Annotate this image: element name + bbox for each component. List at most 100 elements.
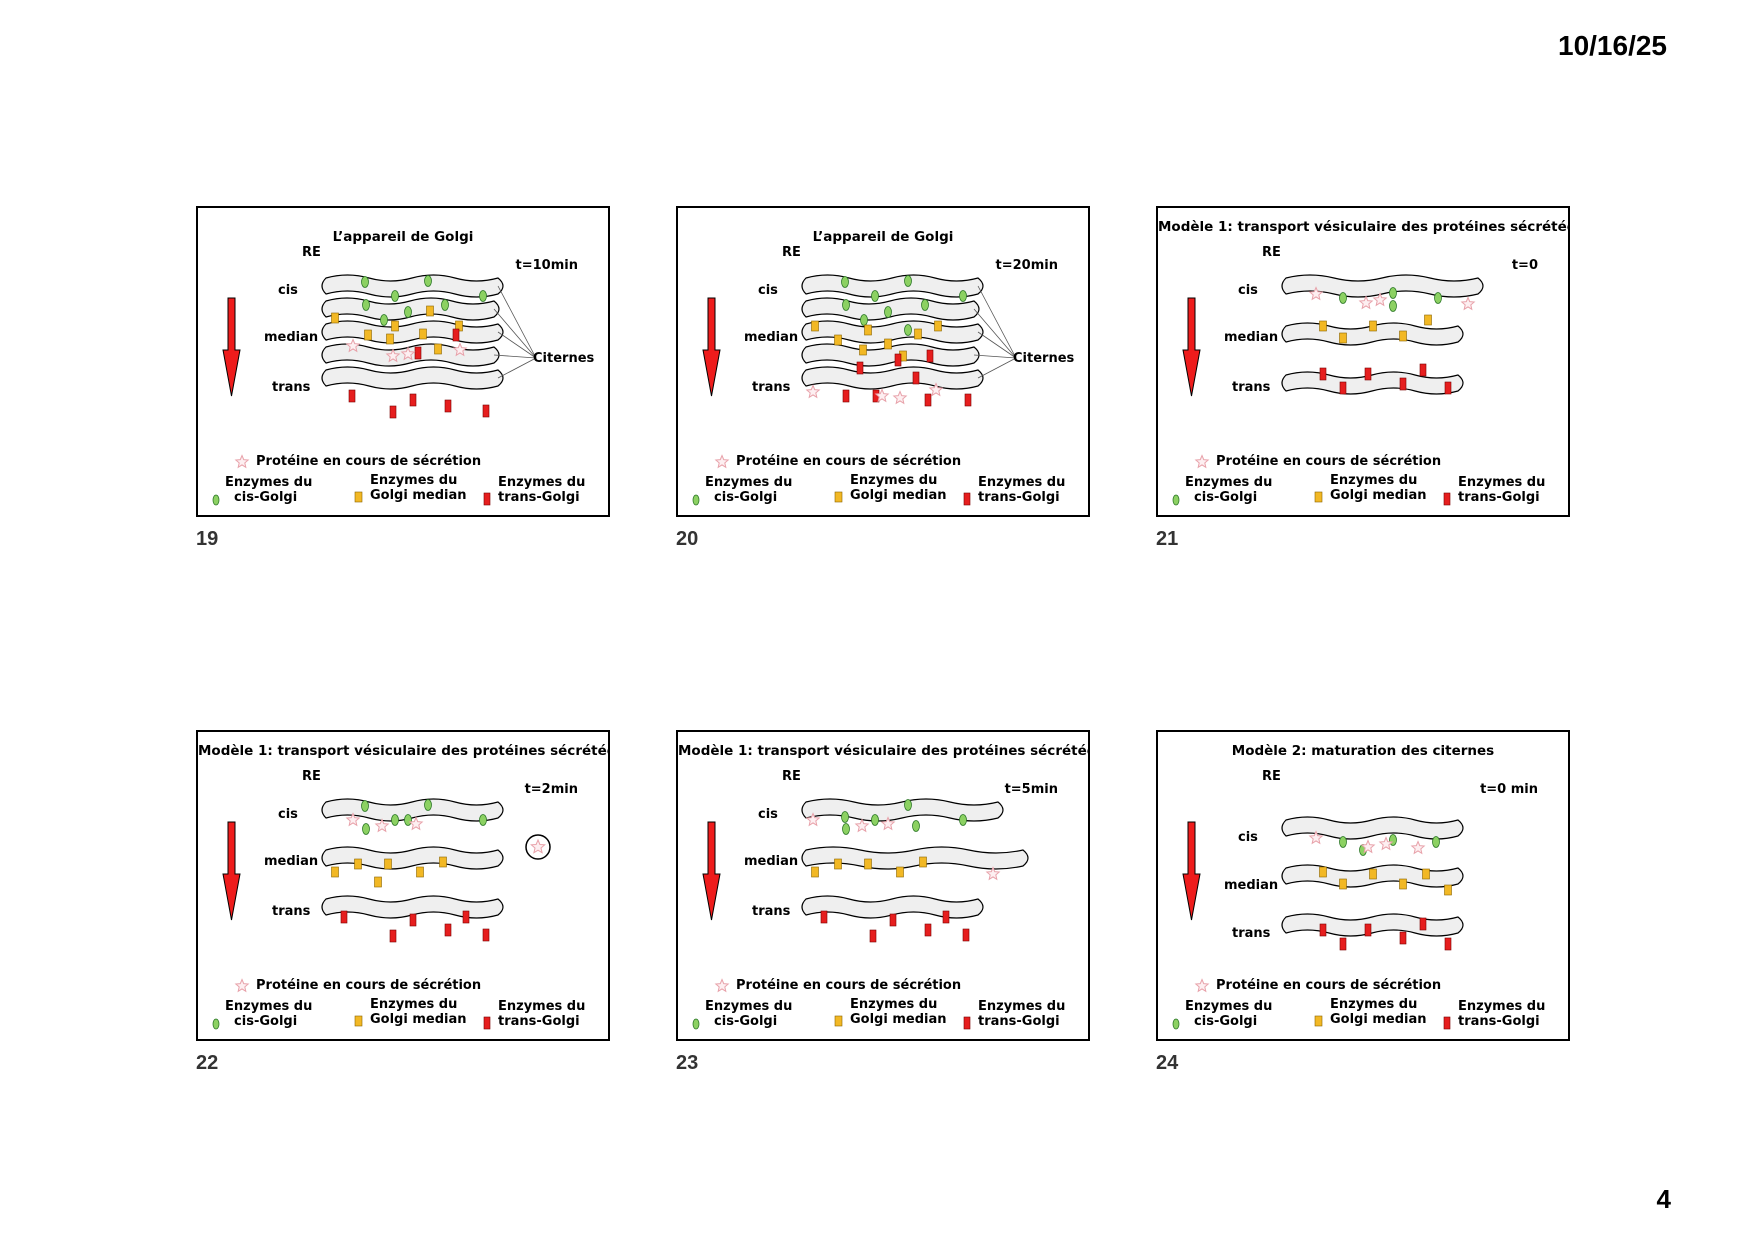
secretion-protein-star [345, 812, 361, 827]
page-date: 10/16/25 [1558, 30, 1667, 61]
median-enzyme-marker [811, 866, 819, 878]
trans-enzyme-marker [444, 923, 452, 937]
re-label: RE [1262, 245, 1281, 260]
citernes-pointer-line [497, 357, 537, 379]
cis-enzyme-marker [904, 324, 912, 336]
trans-enzyme-marker [452, 328, 460, 342]
legend-median-icon [1314, 1015, 1323, 1027]
legend-trans-text: Enzymes du trans-Golgi [1458, 475, 1546, 505]
slide-20: L’appareil de Golgi RE t=20min cis median tra… [676, 206, 1090, 517]
median-enzyme-marker [391, 320, 399, 332]
median-enzyme-marker [864, 324, 872, 336]
trans-enzyme-marker [912, 371, 920, 385]
cis-enzyme-marker [380, 314, 388, 326]
median-label: median [744, 854, 799, 869]
legend-median-text: Enzymes du Golgi median [850, 473, 947, 503]
golgi-diagram [692, 798, 1029, 1030]
legend-star-icon [1194, 454, 1210, 469]
cis-enzyme-marker [841, 276, 849, 288]
trans-label: trans [1232, 926, 1271, 941]
median-enzyme-marker [1399, 878, 1407, 890]
cis-enzyme-marker [1339, 292, 1347, 304]
secretion-protein-star [1360, 839, 1376, 854]
cisterna [321, 366, 504, 390]
time-label: t=20min [995, 258, 1058, 273]
legend-median-icon [1314, 491, 1323, 503]
trans-enzyme-marker [1364, 923, 1372, 937]
secretion-protein-star [985, 866, 1001, 881]
median-enzyme-marker [834, 858, 842, 870]
trans-enzyme-marker [340, 910, 348, 924]
direction-arrow [1182, 297, 1201, 397]
trans-enzyme-marker [1319, 923, 1327, 937]
trans-label: trans [752, 904, 791, 919]
legend-star-text: Protéine en cours de sécrétion [256, 454, 482, 469]
trans-enzyme-marker [348, 389, 356, 403]
re-label: RE [1262, 769, 1281, 784]
slide-title: Modèle 1: transport vésiculaire des prot… [198, 743, 610, 759]
cis-enzyme-marker [1389, 287, 1397, 299]
slide-number: 20 [676, 528, 699, 550]
cis-enzyme-marker [391, 290, 399, 302]
legend-median-text: Enzymes du Golgi median [370, 473, 467, 503]
cisterna [801, 274, 984, 298]
median-enzyme-marker [1424, 314, 1432, 326]
median-enzyme-marker [426, 305, 434, 317]
legend-cis-text: Enzymes du cis-Golgi [1185, 475, 1273, 505]
trans-enzyme-marker [1399, 377, 1407, 391]
trans-enzyme-marker [1444, 937, 1452, 951]
median-enzyme-marker [859, 344, 867, 356]
trans-enzyme-marker [482, 928, 490, 942]
cisterna [321, 274, 504, 298]
trans-enzyme-marker [409, 393, 417, 407]
trans-enzyme-marker [924, 393, 932, 407]
trans-enzyme-marker [842, 389, 850, 403]
time-label: t=0 [1511, 258, 1538, 273]
median-enzyme-marker [331, 312, 339, 324]
legend-trans-text: Enzymes du trans-Golgi [498, 475, 586, 505]
trans-enzyme-marker [869, 929, 877, 943]
trans-enzyme-marker [1419, 917, 1427, 931]
legend-star-icon [1194, 978, 1210, 993]
citernes-pointer-line [973, 308, 1017, 359]
median-enzyme-marker [434, 343, 442, 355]
cisterna [1281, 913, 1464, 937]
median-label: median [1224, 878, 1279, 893]
cis-label: cis [758, 283, 778, 298]
median-enzyme-marker [364, 329, 372, 341]
slide-23: Modèle 1: transport vésiculaire des prot… [676, 730, 1090, 1041]
legend-trans-icon [483, 492, 491, 506]
median-enzyme-marker [1369, 868, 1377, 880]
legend-cis-icon [692, 494, 700, 506]
cis-enzyme-marker [1389, 300, 1397, 312]
secretion-protein-star [1308, 830, 1324, 845]
trans-enzyme-marker [409, 913, 417, 927]
cis-enzyme-marker [404, 306, 412, 318]
golgi-diagram [1172, 274, 1484, 506]
citernes-label: Citernes [1013, 351, 1075, 366]
legend-cis-icon [1172, 1018, 1180, 1030]
cis-enzyme-marker [842, 823, 850, 835]
slide-24: Modèle 2: maturation des citernes RE t=0 m… [1156, 730, 1570, 1041]
median-enzyme-marker [896, 866, 904, 878]
trans-enzyme-marker [462, 910, 470, 924]
trans-enzyme-marker [444, 399, 452, 413]
legend-median-text: Enzymes du Golgi median [1330, 997, 1427, 1027]
legend-star-text: Protéine en cours de sécrétion [1216, 454, 1442, 469]
cis-enzyme-marker [362, 299, 370, 311]
legend-cis-text: Enzymes du cis-Golgi [1185, 999, 1273, 1029]
slide-22: Modèle 1: transport vésiculaire des prot… [196, 730, 610, 1041]
direction-arrow [702, 821, 721, 921]
cis-enzyme-marker [959, 290, 967, 302]
citernes-pointer-line [977, 357, 1017, 379]
median-label: median [264, 330, 319, 345]
trans-enzyme-marker [1319, 367, 1327, 381]
slide-title: L’appareil de Golgi [332, 229, 474, 245]
legend-cis-text: Enzymes du cis-Golgi [705, 999, 793, 1029]
legend-star-icon [234, 454, 250, 469]
trans-enzyme-marker [942, 910, 950, 924]
median-enzyme-marker [811, 320, 819, 332]
legend-trans-text: Enzymes du trans-Golgi [1458, 999, 1546, 1029]
trans-enzyme-marker [926, 349, 934, 363]
trans-enzyme-marker [1364, 367, 1372, 381]
